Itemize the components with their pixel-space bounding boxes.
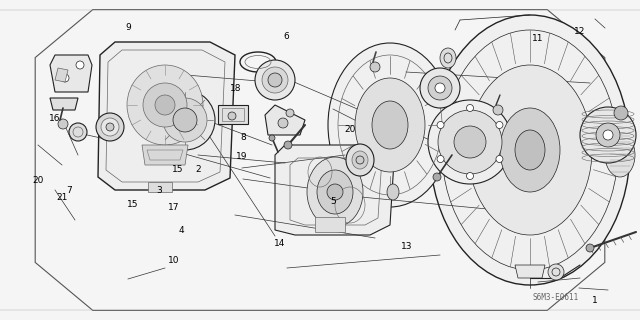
Ellipse shape <box>352 151 368 169</box>
Ellipse shape <box>307 157 363 227</box>
Text: 21: 21 <box>56 193 68 202</box>
Ellipse shape <box>372 101 408 149</box>
Ellipse shape <box>428 100 512 184</box>
Circle shape <box>493 105 503 115</box>
Ellipse shape <box>328 43 452 207</box>
Polygon shape <box>50 55 92 92</box>
Circle shape <box>586 244 594 252</box>
Polygon shape <box>275 145 395 235</box>
Polygon shape <box>218 105 248 124</box>
Ellipse shape <box>428 76 452 100</box>
Text: S6M3-E0611: S6M3-E0611 <box>533 293 579 302</box>
Text: 13: 13 <box>401 242 412 251</box>
Ellipse shape <box>387 184 399 200</box>
Text: 15: 15 <box>172 165 184 174</box>
Circle shape <box>228 112 236 120</box>
Ellipse shape <box>163 98 207 142</box>
Polygon shape <box>55 68 68 82</box>
Text: 17: 17 <box>168 204 180 212</box>
Text: 18: 18 <box>230 84 241 93</box>
Polygon shape <box>50 98 78 110</box>
Ellipse shape <box>438 110 502 174</box>
Circle shape <box>467 172 474 180</box>
Polygon shape <box>142 145 188 165</box>
Ellipse shape <box>268 73 282 87</box>
Ellipse shape <box>515 130 545 170</box>
Text: 5: 5 <box>330 197 335 206</box>
Circle shape <box>58 119 68 129</box>
Circle shape <box>437 156 444 163</box>
Ellipse shape <box>155 90 215 150</box>
Circle shape <box>61 74 69 82</box>
Ellipse shape <box>468 65 592 235</box>
Ellipse shape <box>454 126 486 158</box>
Text: 16: 16 <box>49 114 61 123</box>
Ellipse shape <box>440 48 456 68</box>
Ellipse shape <box>173 108 197 132</box>
Circle shape <box>496 156 503 163</box>
Ellipse shape <box>101 118 119 136</box>
Text: 20: 20 <box>33 176 44 185</box>
Ellipse shape <box>127 65 203 145</box>
Circle shape <box>496 122 503 129</box>
Bar <box>315 217 345 232</box>
Circle shape <box>284 141 292 149</box>
Text: 6: 6 <box>284 32 289 41</box>
Circle shape <box>327 184 343 200</box>
Ellipse shape <box>605 133 635 177</box>
Ellipse shape <box>69 123 87 141</box>
Ellipse shape <box>596 123 620 147</box>
Ellipse shape <box>155 95 175 115</box>
Text: 20: 20 <box>344 125 356 134</box>
Text: 1: 1 <box>593 296 598 305</box>
Text: 8: 8 <box>241 133 246 142</box>
Circle shape <box>433 173 441 181</box>
Text: 15: 15 <box>127 200 139 209</box>
Text: 10: 10 <box>168 256 180 265</box>
Ellipse shape <box>430 15 630 285</box>
Text: 3: 3 <box>156 186 161 195</box>
Polygon shape <box>98 42 235 190</box>
Text: 14: 14 <box>274 239 285 248</box>
Circle shape <box>548 264 564 280</box>
Circle shape <box>437 122 444 129</box>
Text: 4: 4 <box>179 226 184 235</box>
Circle shape <box>356 156 364 164</box>
Circle shape <box>603 130 613 140</box>
Circle shape <box>269 135 275 141</box>
Ellipse shape <box>262 67 288 93</box>
Ellipse shape <box>255 60 295 100</box>
Ellipse shape <box>355 78 425 172</box>
Circle shape <box>370 62 380 72</box>
Polygon shape <box>515 265 545 278</box>
Circle shape <box>76 61 84 69</box>
Text: 19: 19 <box>236 152 248 161</box>
Polygon shape <box>265 105 305 135</box>
Circle shape <box>286 109 294 117</box>
Ellipse shape <box>96 113 124 141</box>
Text: 2: 2 <box>196 165 201 174</box>
Text: 9: 9 <box>125 23 131 32</box>
Ellipse shape <box>614 106 628 120</box>
Bar <box>148 182 172 192</box>
Ellipse shape <box>317 170 353 214</box>
Ellipse shape <box>346 144 374 176</box>
Circle shape <box>278 118 288 128</box>
Ellipse shape <box>143 83 187 127</box>
Text: 7: 7 <box>67 186 72 195</box>
Ellipse shape <box>500 108 560 192</box>
Ellipse shape <box>106 123 114 131</box>
Ellipse shape <box>420 68 460 108</box>
Text: 11: 11 <box>532 34 543 43</box>
Ellipse shape <box>580 107 636 163</box>
Text: 12: 12 <box>573 28 585 36</box>
Ellipse shape <box>435 83 445 93</box>
Circle shape <box>467 105 474 111</box>
